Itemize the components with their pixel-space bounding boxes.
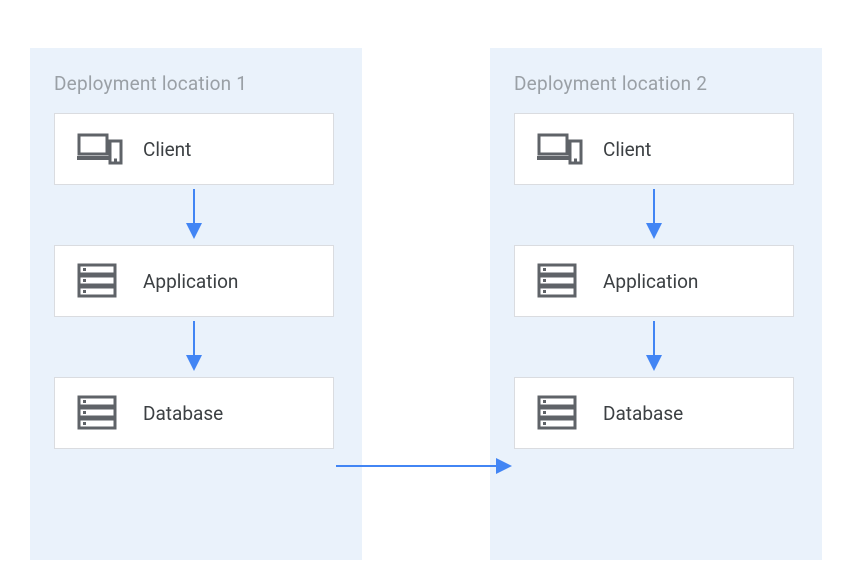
node-label: Database bbox=[603, 402, 683, 425]
node-label: Database bbox=[143, 402, 223, 425]
server-icon bbox=[77, 263, 125, 299]
client-node: Client bbox=[54, 113, 334, 185]
node-label: Application bbox=[603, 270, 698, 293]
client-icon bbox=[537, 133, 585, 165]
arrow-down bbox=[514, 185, 794, 245]
database-node: Database bbox=[54, 377, 334, 449]
client-node: Client bbox=[514, 113, 794, 185]
database-node: Database bbox=[514, 377, 794, 449]
node-label: Client bbox=[143, 138, 191, 161]
node-label: Application bbox=[143, 270, 238, 293]
region-title: Deployment location 2 bbox=[514, 72, 798, 95]
region-title: Deployment location 1 bbox=[54, 72, 338, 95]
application-node: Application bbox=[514, 245, 794, 317]
arrow-down bbox=[514, 317, 794, 377]
client-icon bbox=[77, 133, 125, 165]
server-icon bbox=[537, 395, 585, 431]
arrow-down bbox=[54, 317, 334, 377]
server-icon bbox=[77, 395, 125, 431]
deployment-region-2: Deployment location 2 Client bbox=[490, 48, 822, 560]
server-icon bbox=[537, 263, 585, 299]
arrow-down bbox=[54, 185, 334, 245]
node-label: Client bbox=[603, 138, 651, 161]
deployment-region-1: Deployment location 1 Client bbox=[30, 48, 362, 560]
application-node: Application bbox=[54, 245, 334, 317]
